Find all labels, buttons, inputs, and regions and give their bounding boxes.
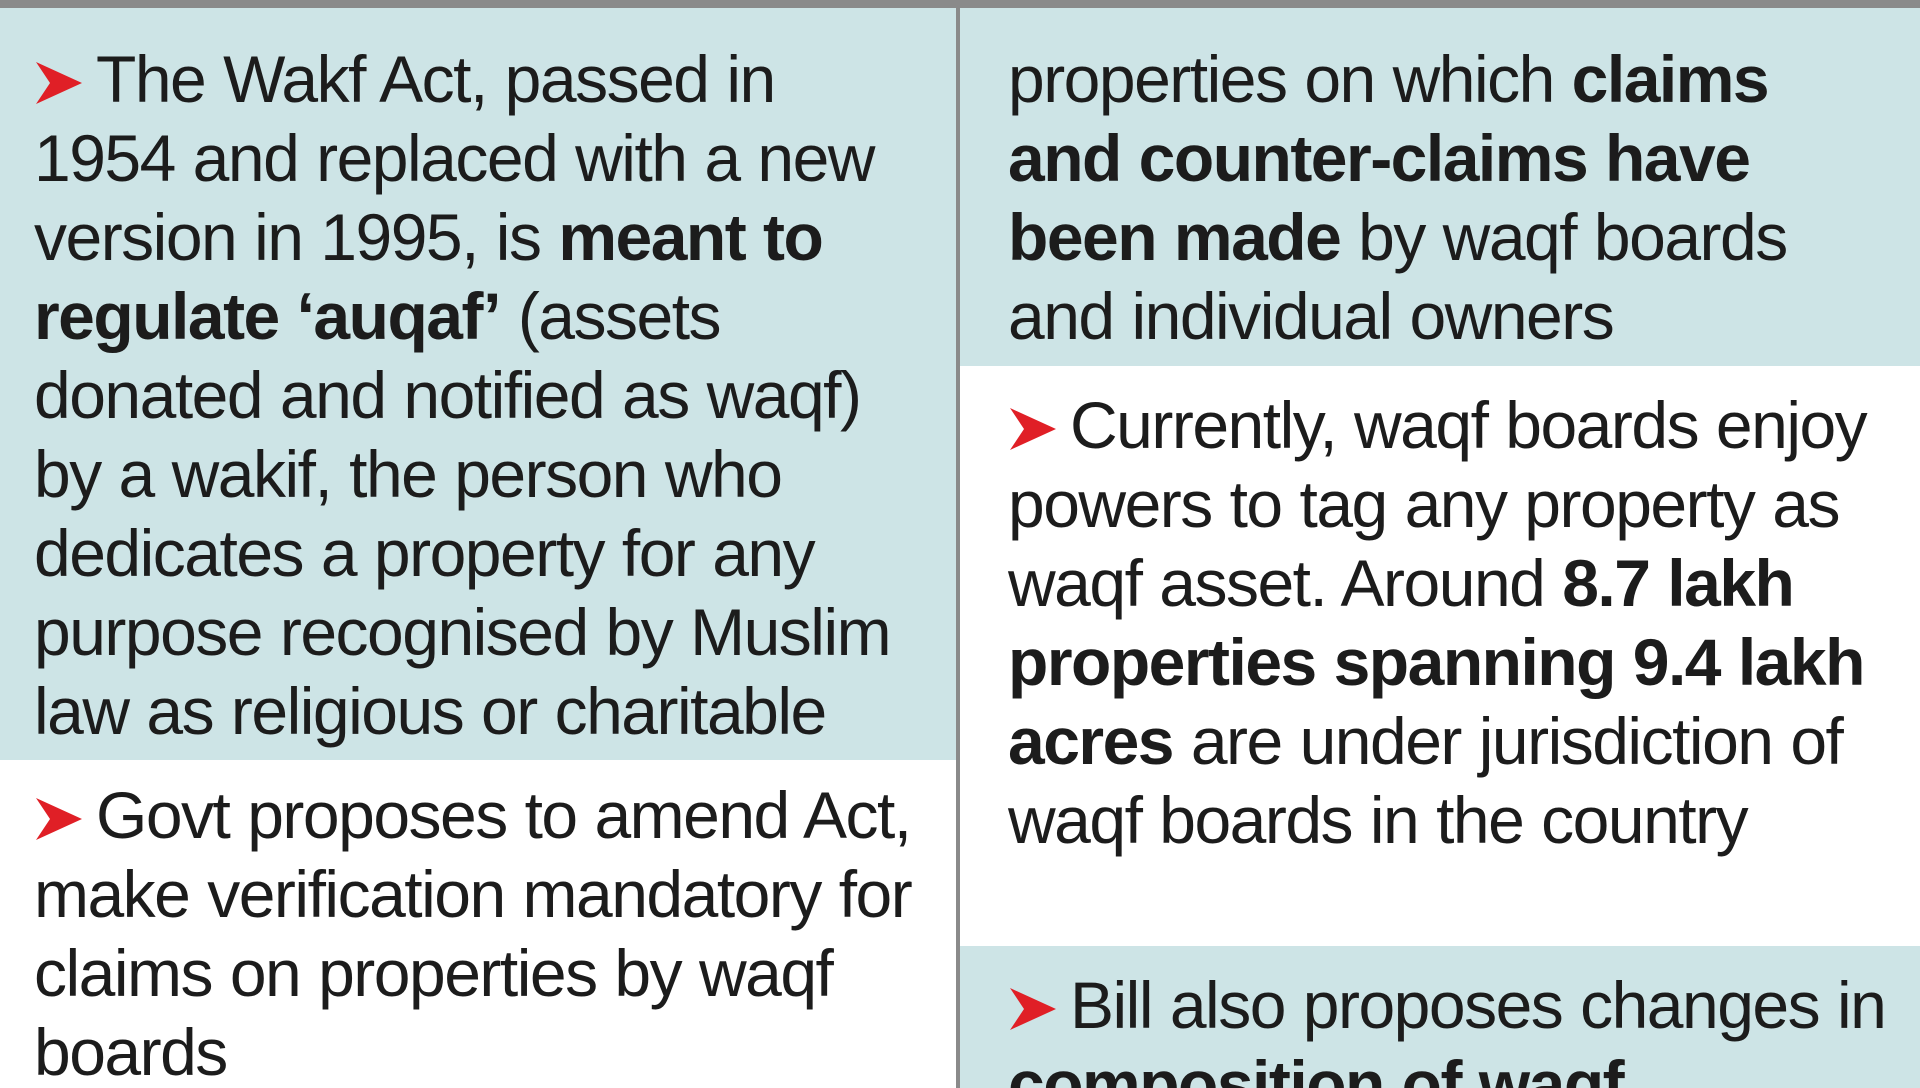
right-block-2-run-1: Currently, waqf boards enjoy powers to t… xyxy=(1008,388,1868,620)
right-block-1-run-1: properties on which xyxy=(1008,42,1572,116)
right-block-3: Bill also proposes changes in compositio… xyxy=(960,946,1920,1088)
right-block-3-text: Bill also proposes changes in compositio… xyxy=(1008,966,1892,1088)
left-block-1-run-1: The Wakf Act, passed in 1954 and replace… xyxy=(34,42,875,274)
right-block-1-text: properties on which claims and counter-c… xyxy=(1008,40,1892,356)
left-block-1-bold-1: meant to regulate ‘auqaf’ xyxy=(34,200,824,353)
red-arrow-bullet-icon xyxy=(34,796,84,842)
right-block-3-run-1: Bill also proposes changes in xyxy=(1070,968,1887,1042)
red-arrow-bullet-icon xyxy=(1008,986,1058,1032)
red-arrow-bullet-icon xyxy=(34,60,84,106)
left-block-1-run-2: (assets donated and notified as waqf) by… xyxy=(34,279,892,748)
left-block-2-run-1: Govt proposes to amend Act, make verific… xyxy=(34,778,913,1088)
right-block-1: properties on which claims and counter-c… xyxy=(960,8,1920,366)
left-block-1-text: The Wakf Act, passed in 1954 and replace… xyxy=(34,40,932,751)
column-divider xyxy=(956,8,960,1088)
right-block-1-bold-1: claims and counter-claims have been made xyxy=(1008,42,1770,274)
right-block-2-bold-1: 8.7 lakh properties spanning 9.4 lakh ac… xyxy=(1008,546,1865,778)
right-block-2: Currently, waqf boards enjoy powers to t… xyxy=(960,366,1920,946)
left-block-2-text: Govt proposes to amend Act, make verific… xyxy=(34,776,932,1088)
right-block-2-run-2: are under jurisdiction of waqf boards in… xyxy=(1008,704,1844,857)
right-block-2-text: Currently, waqf boards enjoy powers to t… xyxy=(1008,386,1892,860)
left-block-1: The Wakf Act, passed in 1954 and replace… xyxy=(0,8,956,760)
right-block-1-run-2: by waqf boards and individual owners xyxy=(1008,200,1788,353)
left-block-2: Govt proposes to amend Act, make verific… xyxy=(0,760,956,1088)
red-arrow-bullet-icon xyxy=(1008,406,1058,452)
right-block-3-bold-1: composition of waqf xyxy=(1008,1047,1625,1088)
